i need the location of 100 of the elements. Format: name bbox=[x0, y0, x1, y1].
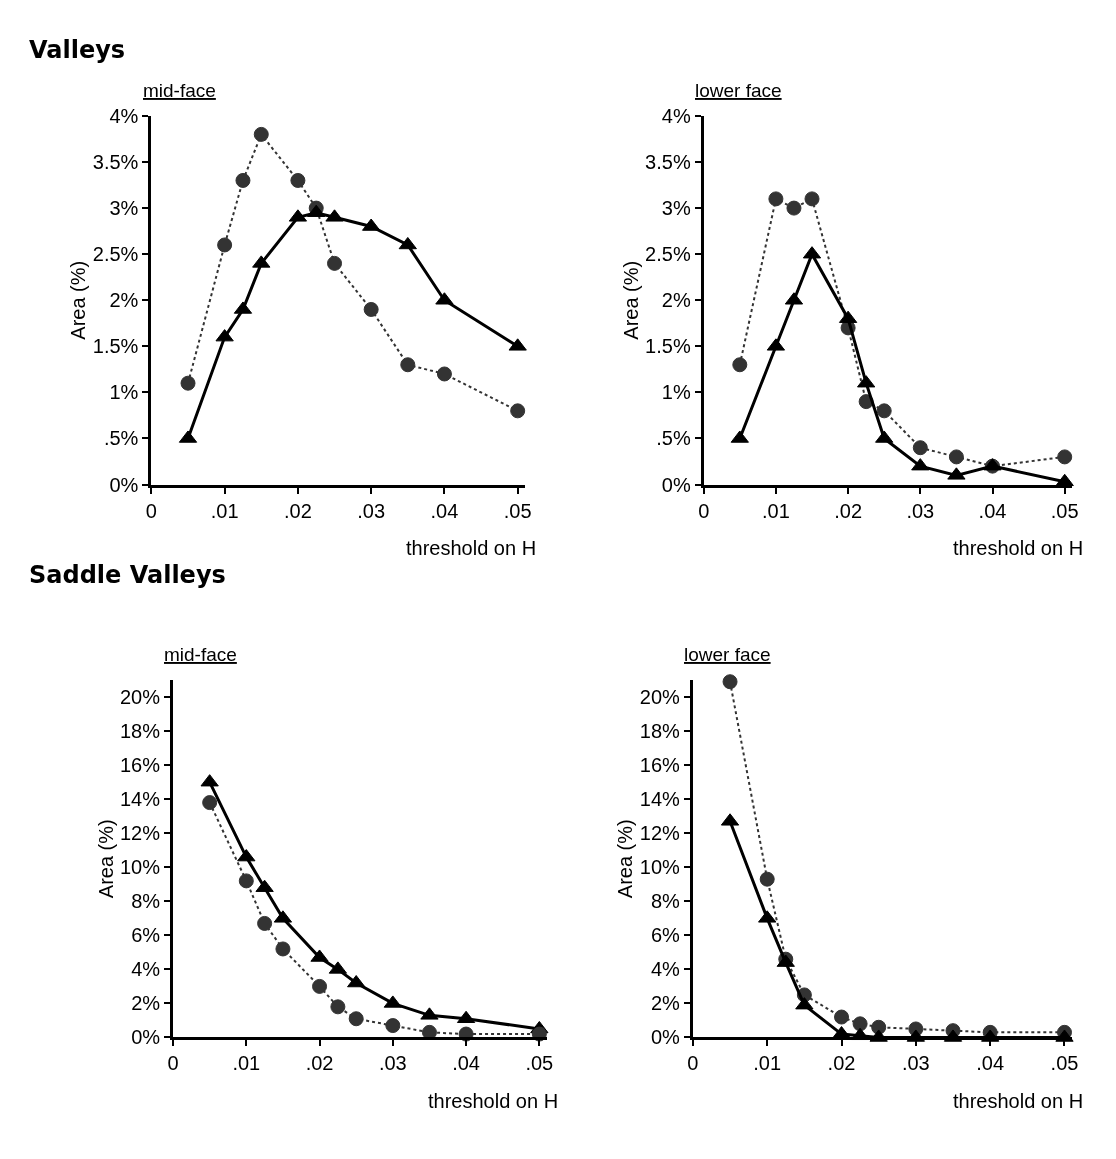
x-axis-title: threshold on H bbox=[953, 537, 1084, 559]
y-tick-label: 12% bbox=[120, 822, 161, 845]
x-tick-label: .04 bbox=[452, 1052, 480, 1075]
x-tick-label: .05 bbox=[503, 499, 532, 522]
point bbox=[257, 915, 273, 931]
x-tick-label: .01 bbox=[753, 1052, 782, 1075]
y-tick-label: 0% bbox=[131, 1026, 161, 1049]
text: Saddle Valleys bbox=[29, 561, 226, 589]
x-tick-label: .03 bbox=[901, 1052, 930, 1075]
point bbox=[768, 191, 784, 207]
y-tick-label: 6% bbox=[131, 924, 161, 947]
text: Valleys bbox=[29, 36, 126, 64]
point bbox=[400, 357, 416, 373]
y-tick-label: 10% bbox=[639, 856, 681, 879]
x-tick-label: .02 bbox=[834, 499, 863, 522]
y-tick-label: 3.5% bbox=[645, 151, 691, 174]
point bbox=[1057, 449, 1073, 465]
x-tick-label: .01 bbox=[232, 1052, 261, 1075]
y-tick-label: 4% bbox=[131, 958, 161, 981]
x-tick-label: .05 bbox=[1050, 1052, 1079, 1075]
y-tick-label: 18% bbox=[639, 720, 681, 743]
point bbox=[852, 1016, 868, 1032]
y-tick-label: 16% bbox=[639, 754, 681, 777]
point bbox=[253, 126, 269, 142]
point bbox=[510, 403, 526, 419]
y-axis-title: Area (%) bbox=[94, 819, 117, 899]
y-tick-label: 20% bbox=[639, 686, 681, 709]
point bbox=[786, 200, 802, 216]
y-tick-label: 2% bbox=[109, 289, 139, 312]
point bbox=[235, 172, 251, 188]
x-tick-label: .03 bbox=[906, 499, 935, 522]
y-tick-label: 18% bbox=[120, 720, 161, 743]
point bbox=[834, 1009, 850, 1025]
y-tick-label: 2.5% bbox=[92, 243, 139, 266]
y-tick-label: 14% bbox=[639, 788, 681, 811]
point bbox=[202, 795, 218, 811]
point bbox=[348, 1011, 364, 1027]
y-tick-label: 2% bbox=[650, 992, 681, 1015]
y-tick-label: .5% bbox=[656, 427, 691, 450]
y-tick-label: 4% bbox=[661, 104, 691, 127]
y-tick-label: 10% bbox=[120, 856, 161, 879]
y-tick-label: 1.5% bbox=[645, 335, 691, 358]
y-tick-label: 14% bbox=[120, 788, 161, 811]
point bbox=[363, 301, 379, 317]
x-tick-label: 0 bbox=[167, 1052, 179, 1075]
x-tick-label: .01 bbox=[210, 499, 239, 522]
y-tick-label: 3% bbox=[661, 197, 691, 220]
x-tick-label: 0 bbox=[698, 499, 710, 522]
point bbox=[759, 871, 775, 887]
chart-title: lower face bbox=[684, 644, 771, 665]
y-tick-label: .5% bbox=[103, 427, 139, 450]
x-tick-label: .05 bbox=[1050, 499, 1079, 522]
point bbox=[275, 941, 291, 957]
y-tick-label: 12% bbox=[639, 822, 681, 845]
point bbox=[385, 1018, 401, 1034]
x-axis-title: threshold on H bbox=[428, 1090, 559, 1112]
point bbox=[238, 873, 254, 889]
point bbox=[436, 366, 452, 382]
point bbox=[1055, 473, 1074, 487]
chart-title: lower face bbox=[695, 80, 782, 101]
y-tick-label: 4% bbox=[109, 104, 139, 127]
y-tick-label: 3% bbox=[109, 197, 139, 220]
y-tick-label: 1% bbox=[661, 381, 691, 404]
y-tick-label: 16% bbox=[120, 754, 161, 777]
point bbox=[912, 440, 928, 456]
point bbox=[804, 191, 820, 207]
y-tick-label: 8% bbox=[650, 890, 681, 913]
point bbox=[327, 255, 343, 271]
point bbox=[398, 236, 417, 250]
x-tick-label: .02 bbox=[283, 499, 312, 522]
point bbox=[290, 172, 306, 188]
point bbox=[312, 978, 328, 994]
y-tick-label: 0% bbox=[650, 1026, 681, 1049]
y-tick-label: 6% bbox=[650, 924, 681, 947]
x-tick-label: .03 bbox=[357, 499, 386, 522]
chart-title: mid-face bbox=[143, 80, 216, 101]
x-tick-label: .04 bbox=[978, 499, 1007, 522]
y-tick-label: 2.5% bbox=[645, 243, 691, 266]
point bbox=[732, 357, 748, 373]
point bbox=[217, 237, 233, 253]
y-tick-label: 3.5% bbox=[92, 151, 139, 174]
x-tick-label: .02 bbox=[827, 1052, 856, 1075]
point bbox=[876, 403, 892, 419]
point bbox=[722, 674, 738, 690]
y-tick-label: 2% bbox=[661, 289, 691, 312]
x-tick-label: .01 bbox=[762, 499, 790, 522]
point bbox=[180, 375, 196, 391]
x-tick-label: 0 bbox=[145, 499, 157, 522]
y-tick-label: 20% bbox=[120, 686, 161, 709]
point bbox=[330, 999, 346, 1015]
y-tick-label: 2% bbox=[131, 992, 161, 1015]
y-tick-label: 0% bbox=[661, 473, 691, 496]
y-tick-label: 0% bbox=[109, 473, 139, 496]
chart-title: mid-face bbox=[164, 644, 237, 665]
point bbox=[948, 449, 964, 465]
y-axis-title: Area (%) bbox=[619, 260, 642, 340]
x-tick-label: .03 bbox=[378, 1052, 407, 1075]
x-axis-title: threshold on H bbox=[406, 537, 537, 559]
y-tick-label: 4% bbox=[650, 958, 681, 981]
y-axis-title: Area (%) bbox=[614, 819, 637, 899]
